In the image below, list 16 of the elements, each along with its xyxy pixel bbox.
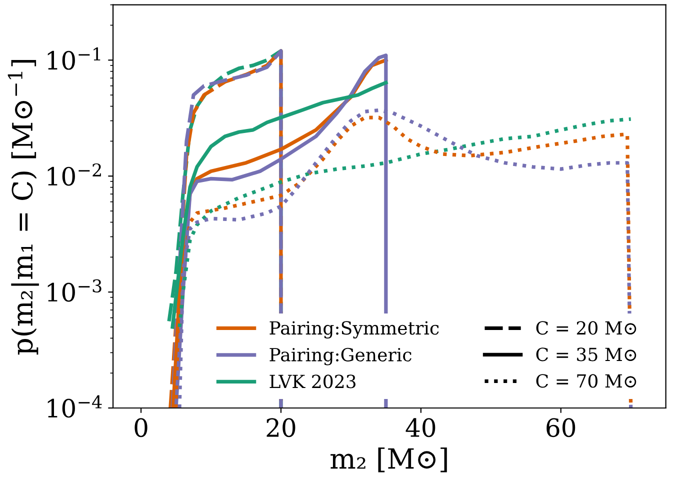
legend-label: LVK 2023 xyxy=(270,374,356,388)
x-tick-label: 20 xyxy=(266,418,296,438)
x-axis-title: m₂ [M⊙] xyxy=(330,447,447,472)
y-tick-label: 10$^{−1}$ xyxy=(48,47,100,70)
y-tick-label: 10$^{−4}$ xyxy=(48,395,102,418)
y-tick-label: 10$^{−2}$ xyxy=(48,163,101,186)
y-tick-label: 10$^{−3}$ xyxy=(48,279,102,302)
y-axis-title: p(m₂|m₁ = C) [M⊙$^{−1}$] xyxy=(8,60,39,355)
annotation: C = 20 M⊙ xyxy=(536,321,636,335)
legend-label: Pairing:Generic xyxy=(270,348,412,366)
x-tick-label: 0 xyxy=(134,418,148,438)
x-tick-label: 40 xyxy=(406,418,436,438)
annotation: C = 35 M⊙ xyxy=(536,348,636,362)
legend-label: Pairing:Symmetric xyxy=(270,321,439,338)
x-tick-label: 60 xyxy=(546,418,576,438)
annotation: C = 70 M⊙ xyxy=(536,374,636,388)
